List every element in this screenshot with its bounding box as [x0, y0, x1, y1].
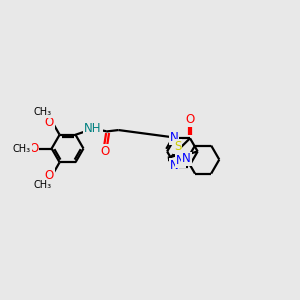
- Text: O: O: [29, 142, 38, 155]
- Text: NH: NH: [84, 122, 102, 135]
- Text: O: O: [44, 116, 54, 128]
- Text: N: N: [170, 159, 178, 172]
- Text: N: N: [182, 152, 191, 166]
- Text: N: N: [170, 131, 178, 144]
- Text: CH₃: CH₃: [34, 107, 52, 117]
- Text: S: S: [174, 140, 181, 153]
- Text: CH₃: CH₃: [13, 143, 31, 154]
- Text: O: O: [44, 169, 54, 182]
- Text: N: N: [176, 154, 185, 167]
- Text: CH₃: CH₃: [34, 180, 52, 190]
- Text: O: O: [100, 145, 110, 158]
- Text: O: O: [185, 112, 195, 126]
